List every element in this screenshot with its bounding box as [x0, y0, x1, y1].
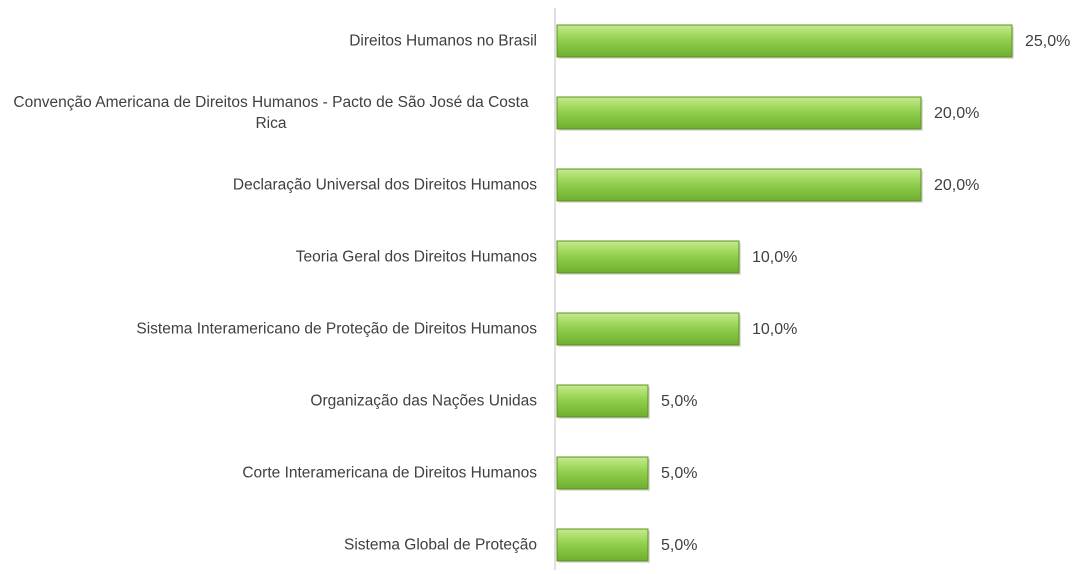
bar: [556, 384, 649, 418]
bar: [556, 96, 922, 130]
category-label: Convenção Americana de Direitos Humanos …: [13, 94, 529, 132]
bar: [556, 24, 1013, 58]
value-label: 5,0%: [661, 465, 697, 482]
bar: [556, 312, 740, 346]
bar: [556, 456, 649, 490]
category-label: Sistema Global de Proteção: [344, 536, 537, 554]
category-label: Direitos Humanos no Brasil: [349, 32, 537, 50]
value-label: 20,0%: [934, 105, 979, 122]
value-label: 10,0%: [752, 321, 797, 338]
value-label: 20,0%: [934, 177, 979, 194]
value-label: 25,0%: [1025, 33, 1070, 50]
bar: [556, 528, 649, 562]
category-label: Teoria Geral dos Direitos Humanos: [295, 248, 537, 266]
value-label: 5,0%: [661, 537, 697, 554]
category-label: Sistema Interamericano de Proteção de Di…: [136, 320, 537, 338]
bar: [556, 168, 922, 202]
category-label: Organização das Nações Unidas: [310, 392, 537, 410]
value-label: 10,0%: [752, 249, 797, 266]
category-label: Declaração Universal dos Direitos Humano…: [232, 176, 537, 194]
category-label: Corte Interamericana de Direitos Humanos: [242, 464, 537, 482]
bar: [556, 240, 740, 274]
value-label: 5,0%: [661, 393, 697, 410]
